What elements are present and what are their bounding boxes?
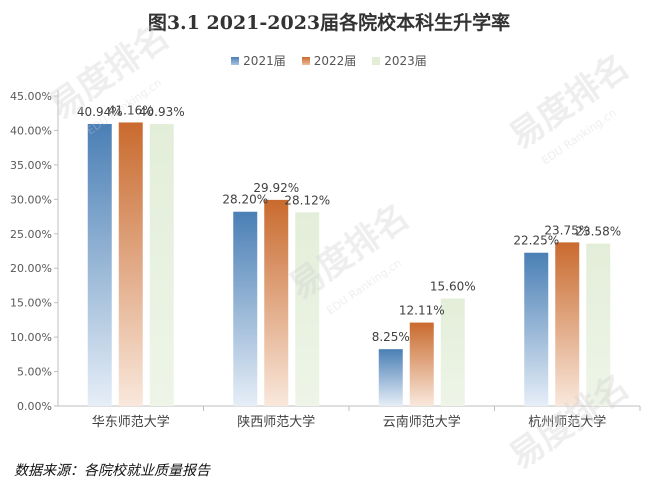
- legend-label-2022: 2022届: [313, 54, 357, 68]
- bar: [378, 349, 403, 406]
- bar: [295, 212, 320, 406]
- y-tick-label: 30.00%: [10, 193, 52, 206]
- source-note: 数据来源：各院校就业质量报告: [14, 463, 210, 479]
- y-tick-label: 10.00%: [10, 331, 52, 344]
- y-tick-label: 15.00%: [10, 297, 52, 310]
- bar: [264, 199, 289, 406]
- data-label: 41.16%: [108, 103, 154, 117]
- x-category-label: 华东师范大学: [92, 414, 170, 430]
- x-category-label: 云南师范大学: [383, 414, 461, 430]
- bar: [149, 124, 174, 406]
- bar: [555, 242, 580, 406]
- data-label: 40.93%: [139, 105, 185, 119]
- data-label: 22.25%: [513, 234, 559, 248]
- data-label: 23.75%: [544, 223, 590, 237]
- bar: [440, 298, 465, 406]
- legend-item-2022: 2022届: [301, 52, 357, 69]
- data-label: 40.94%: [77, 105, 123, 119]
- y-tick-label: 35.00%: [10, 159, 52, 172]
- legend-label-2023: 2023届: [384, 54, 427, 68]
- bar: [524, 252, 549, 406]
- y-tick-label: 45.00%: [10, 90, 52, 103]
- bar: [586, 243, 611, 406]
- bar: [409, 322, 434, 406]
- data-label: 12.11%: [399, 304, 445, 318]
- data-label: 8.25%: [372, 330, 410, 344]
- x-category-label: 杭州师范大学: [528, 414, 606, 430]
- y-tick-label: 5.00%: [17, 366, 52, 379]
- data-label: 15.60%: [430, 280, 476, 294]
- legend-label-2021: 2021届: [243, 54, 286, 68]
- bar: [87, 123, 112, 407]
- bar: [233, 211, 258, 406]
- data-label: 28.20%: [222, 193, 268, 207]
- chart-legend: 2021届 2022届 2023届: [0, 52, 658, 69]
- y-tick-label: 25.00%: [10, 228, 52, 241]
- y-tick-label: 20.00%: [10, 262, 52, 275]
- x-category-label: 陕西师范大学: [237, 414, 315, 430]
- y-tick-label: 40.00%: [10, 124, 52, 137]
- legend-swatch-2022: [301, 56, 310, 65]
- data-label: 29.92%: [253, 181, 299, 195]
- legend-swatch-2023: [372, 56, 381, 65]
- chart-title: 图3.1 2021-2023届各院校本科生升学率: [147, 12, 511, 34]
- legend-item-2021: 2021届: [231, 52, 286, 69]
- data-label: 23.58%: [575, 225, 621, 239]
- legend-item-2023: 2023届: [372, 52, 427, 69]
- y-tick-label: 0.00%: [17, 400, 52, 413]
- data-label: 28.12%: [284, 193, 330, 207]
- bar: [118, 122, 143, 406]
- legend-swatch-2021: [231, 56, 240, 65]
